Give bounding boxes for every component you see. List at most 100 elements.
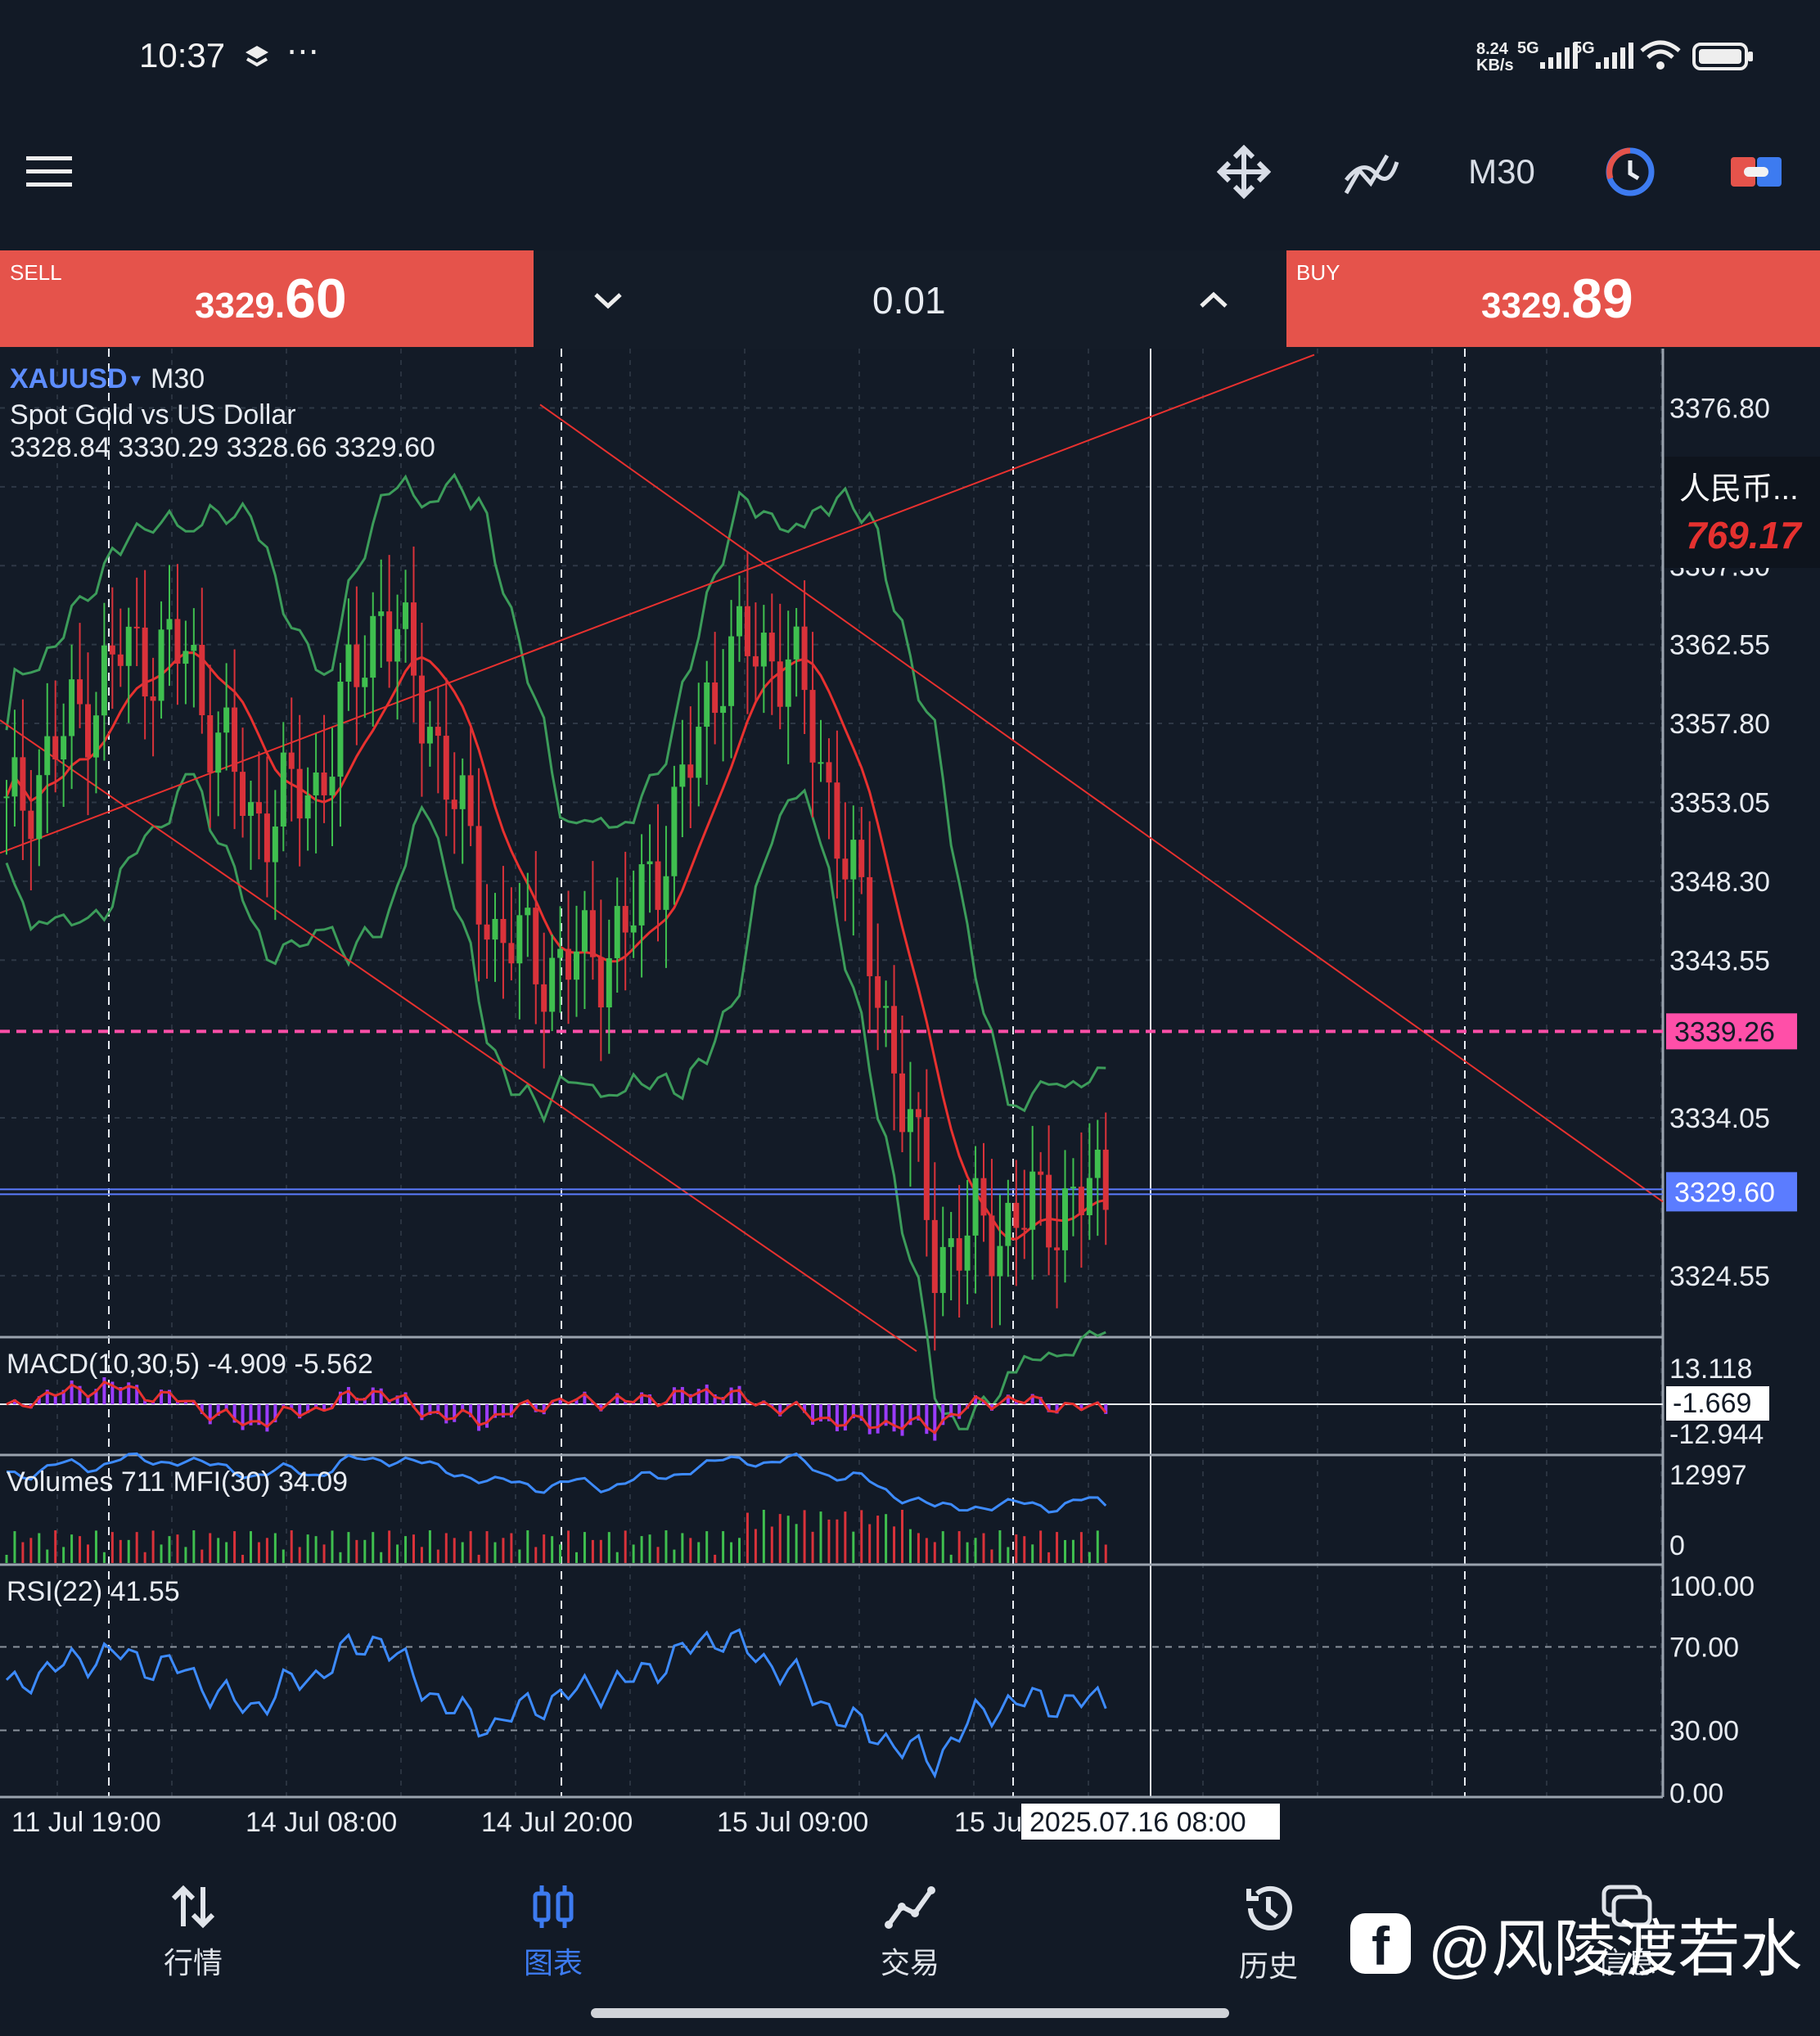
candle-body [760, 633, 767, 667]
candle-body [737, 606, 742, 637]
status-bar: 10:37 ⋯ 8.24 KB/s 5G 5G [0, 0, 1820, 115]
candle-body [223, 707, 230, 733]
volume-scale-max: 12997 [1669, 1460, 1747, 1491]
clock-button[interactable] [1597, 139, 1663, 205]
sim1-label: 5G [1517, 39, 1539, 57]
candle-body [166, 619, 173, 630]
macd-label: MACD(10,30,5) -4.909 -5.562 [7, 1349, 373, 1380]
candle-body [1021, 1227, 1028, 1230]
layers-icon [246, 46, 268, 67]
candle-body [280, 752, 286, 827]
candle-body [150, 696, 156, 701]
candle-body [980, 1178, 987, 1216]
candle-body [52, 736, 59, 759]
nav-messages[interactable]: 信息 [1545, 1882, 1709, 1982]
nav-history[interactable]: 历史 [1187, 1882, 1350, 1985]
candle-body [1054, 1247, 1061, 1250]
nav-trade[interactable]: 交易 [828, 1882, 992, 1982]
candle-body [426, 727, 433, 744]
battery-icon [1692, 43, 1753, 70]
one-click-trade-button[interactable] [1723, 139, 1789, 205]
indicator-chart-icon [1344, 154, 1399, 195]
candle-body [1102, 1149, 1109, 1210]
candle-body [565, 948, 572, 980]
candle-body [508, 943, 515, 964]
price-axis-label: 3376.80 [1669, 393, 1770, 424]
candle-body [768, 633, 775, 662]
candle-body [589, 910, 596, 957]
candle-body [435, 727, 441, 736]
candle-body [492, 918, 498, 940]
candle-body [915, 1109, 921, 1118]
candle-body [883, 1006, 890, 1008]
candle-body [1062, 1188, 1068, 1250]
rsi-scale-label: 70.00 [1669, 1633, 1739, 1664]
candle-body [687, 764, 694, 778]
candle-body [646, 861, 653, 865]
candle-body [1094, 1149, 1101, 1178]
menu-button[interactable] [25, 139, 74, 205]
rsi-scale-label: 30.00 [1669, 1716, 1739, 1747]
candle-body [484, 924, 490, 940]
volume-label: Volumes 711 MFI(30) 34.09 [7, 1466, 348, 1498]
candle-body [1086, 1178, 1092, 1215]
volume-field[interactable]: 0.01 [872, 279, 946, 322]
nav-chart[interactable]: 图表 [471, 1882, 635, 1982]
volume-scale-min: 0 [1669, 1530, 1685, 1561]
candle-body [232, 707, 238, 773]
candle-body [411, 602, 417, 676]
buy-button[interactable]: BUY 3329.89 [1286, 250, 1820, 347]
candle-body [362, 678, 368, 687]
rsi-label: RSI(22) 41.55 [7, 1576, 180, 1607]
symbol-description: Spot Gold vs US Dollar [10, 399, 296, 430]
candle-body [418, 675, 425, 744]
volume-increase-button[interactable] [1193, 280, 1234, 321]
timeframe-button[interactable]: M30 [1457, 139, 1547, 205]
price-chart[interactable]: XAUUSD ▾ M30 Spot Gold vs US Dollar 3328… [0, 349, 1820, 1854]
candle-body [133, 626, 140, 628]
alert-price-tag [1666, 1013, 1797, 1050]
nav-quotes[interactable]: 行情 [111, 1882, 275, 1982]
sell-button[interactable]: SELL 3329.60 [0, 250, 534, 347]
volume-decrease-button[interactable] [588, 280, 628, 321]
current-price-label: 3329.60 [1674, 1177, 1775, 1208]
candle-body [329, 777, 336, 795]
moving-average [5, 651, 1106, 1241]
bollinger-lower [5, 773, 1106, 1430]
candle-body [630, 925, 637, 933]
chevron-up-icon [1200, 291, 1228, 308]
indicators-button[interactable] [1339, 139, 1404, 205]
candle-body [606, 957, 612, 1008]
candle-body [549, 957, 556, 1012]
candle-body [533, 908, 539, 984]
candle-body [867, 876, 873, 976]
candle-body [956, 1238, 962, 1271]
candle-body [614, 906, 620, 958]
candle-body [541, 984, 547, 1012]
price-axis-label: 3353.05 [1669, 787, 1770, 818]
candle-body [728, 636, 735, 706]
symbol-dropdown-icon[interactable]: ▾ [131, 369, 141, 391]
trade-line-icon [885, 1886, 935, 1929]
candle-body [386, 611, 393, 662]
candle-body [663, 876, 669, 910]
history-clock-icon [1246, 1885, 1292, 1930]
candle-body [500, 918, 507, 944]
crosshair-button[interactable] [1211, 139, 1277, 205]
wifi-icon [1640, 40, 1681, 70]
home-indicator[interactable] [591, 2008, 1229, 2018]
rsi-scale-label: 0.00 [1669, 1778, 1723, 1809]
candle-body [28, 810, 34, 840]
candle-body [117, 654, 124, 666]
time-axis-label: 11 Jul 19:00 [11, 1807, 161, 1838]
candle-body [655, 861, 661, 910]
price-axis: 3376.803372.053367.303362.553357.803353.… [1665, 393, 1820, 1809]
chart-overlays [0, 354, 1664, 1430]
price-axis-label: 3362.55 [1669, 630, 1770, 661]
symbol-label[interactable]: XAUUSD [10, 363, 128, 394]
candle-body [182, 651, 189, 664]
channel-line-bottom [0, 719, 917, 1353]
channel-line-top [539, 403, 1664, 1203]
candle-body [174, 619, 181, 664]
candle-body [597, 957, 604, 1008]
